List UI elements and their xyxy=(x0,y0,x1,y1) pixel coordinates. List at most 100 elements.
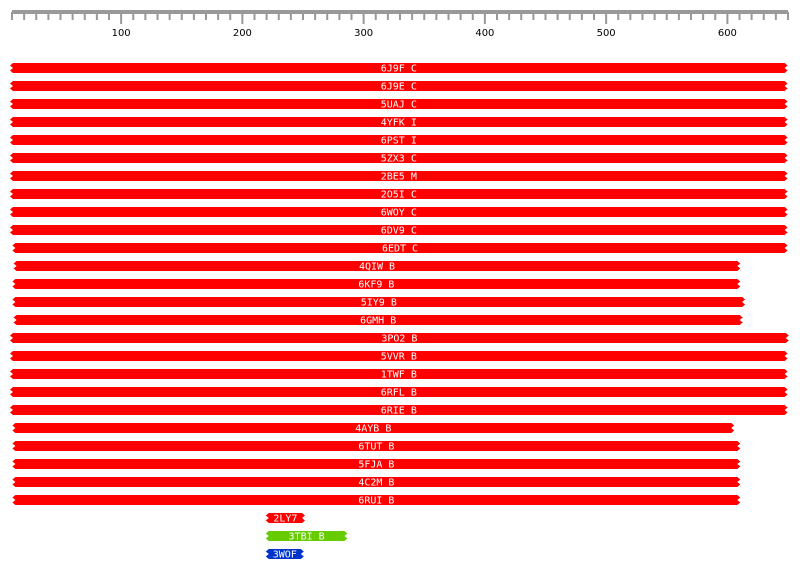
hit-label: 4YFK_I xyxy=(381,118,417,129)
hit-4ayb-b[interactable]: 4AYB_B xyxy=(12,423,735,435)
ruler-tick-label: 300 xyxy=(354,28,373,39)
hit-3po2-b[interactable]: 3PO2_B xyxy=(10,333,789,345)
ruler-minor-tick xyxy=(338,12,341,20)
hit-bar[interactable] xyxy=(265,531,348,541)
hit-5fja-b[interactable]: 5FJA_B xyxy=(12,459,741,471)
hit-bar[interactable] xyxy=(10,351,788,361)
ruler-minor-tick xyxy=(83,12,86,20)
ruler-minor-tick xyxy=(399,12,401,20)
hit-bar[interactable] xyxy=(10,81,788,91)
hit-2o5i-c[interactable]: 2O5I_C xyxy=(10,189,788,201)
hit-6rfl-b[interactable]: 6RFL_B xyxy=(10,387,788,399)
hit-bar[interactable] xyxy=(10,153,788,163)
ruler-minor-tick xyxy=(738,12,741,20)
hit-2ly7[interactable]: 2LY7 xyxy=(265,513,305,525)
hit-label: 4QIW_B xyxy=(359,262,395,273)
hit-bar[interactable] xyxy=(10,171,788,181)
hit-bar[interactable] xyxy=(10,387,788,397)
hit-bar[interactable] xyxy=(13,261,741,271)
hit-bar[interactable] xyxy=(12,423,735,433)
hit-5zx3-c[interactable]: 5ZX3_C xyxy=(10,153,788,165)
hit-bar[interactable] xyxy=(10,189,788,199)
ruler-minor-tick xyxy=(144,12,147,20)
hit-6edt-c[interactable]: 6EDT_C xyxy=(12,243,788,255)
hit-4qiw-b[interactable]: 4QIW_B xyxy=(13,261,741,273)
ruler-minor-tick xyxy=(496,12,498,20)
hit-bar[interactable] xyxy=(12,441,741,451)
hit-6kf9-b[interactable]: 6KF9_B xyxy=(12,279,741,291)
hit-bar[interactable] xyxy=(10,63,788,73)
hit-bar[interactable] xyxy=(10,225,788,235)
hit-bar[interactable] xyxy=(10,99,788,109)
hit-bar[interactable] xyxy=(12,243,788,253)
hit-label: 5IY9_B xyxy=(361,298,397,309)
ruler-minor-tick xyxy=(544,12,547,20)
hit-5vvr-b[interactable]: 5VVR_B xyxy=(10,351,788,363)
ruler-minor-tick xyxy=(108,12,110,20)
ruler-minor-tick xyxy=(714,12,717,20)
ruler-minor-tick xyxy=(629,12,632,20)
hit-bar[interactable] xyxy=(12,459,741,469)
hit-bar[interactable] xyxy=(10,405,788,415)
ruler-minor-tick xyxy=(750,12,753,20)
ruler-minor-tick xyxy=(386,12,389,20)
hit-label: 6EDT_C xyxy=(382,244,418,255)
ruler-minor-tick xyxy=(702,12,705,20)
ruler-minor-tick xyxy=(774,12,777,20)
hit-6rie-b[interactable]: 6RIE_B xyxy=(10,405,788,417)
hit-6gmh-b[interactable]: 6GMH_B xyxy=(13,315,743,327)
ruler-minor-tick xyxy=(229,12,232,20)
hit-bar[interactable] xyxy=(12,279,741,289)
hit-bar[interactable] xyxy=(12,477,741,487)
hit-bar[interactable] xyxy=(10,207,788,217)
ruler-major-tick xyxy=(241,12,244,24)
hit-6tut-b[interactable]: 6TUT_B xyxy=(12,441,741,453)
hit-2be5-m[interactable]: 2BE5_M xyxy=(10,171,788,183)
ruler-minor-tick xyxy=(532,12,535,20)
ruler-minor-tick xyxy=(217,12,220,20)
hit-bar[interactable] xyxy=(10,117,788,127)
ruler-minor-tick xyxy=(459,12,462,20)
hit-bar[interactable] xyxy=(13,315,743,325)
hit-3tbi-b[interactable]: 3TBI_B xyxy=(265,531,348,543)
ruler-major-tick xyxy=(726,12,729,24)
hit-1twf-b[interactable]: 1TWF_B xyxy=(10,369,788,381)
ruler-minor-tick xyxy=(690,12,692,20)
hit-6pst-i[interactable]: 6PST_I xyxy=(10,135,788,147)
hit-label: 2LY7 xyxy=(273,514,297,525)
hit-3wof[interactable]: 3WOF xyxy=(265,549,304,561)
hit-label: 5ZX3_C xyxy=(381,154,417,165)
ruler-minor-tick xyxy=(617,12,620,20)
hit-4c2m-b[interactable]: 4C2M_B xyxy=(12,477,741,489)
ruler-major-tick xyxy=(120,12,123,24)
hit-bar[interactable] xyxy=(10,135,788,145)
hit-label: 5UAJ_C xyxy=(381,100,417,111)
position-ruler: 100 200 300 400 500 600 xyxy=(11,10,789,39)
ruler-minor-tick xyxy=(132,12,135,20)
hit-6j9f-c[interactable]: 6J9F_C xyxy=(10,63,788,75)
hit-bar[interactable] xyxy=(10,333,789,343)
hit-6woy-c[interactable]: 6WOY_C xyxy=(10,207,788,219)
ruler-minor-tick xyxy=(326,12,329,20)
hit-bar[interactable] xyxy=(12,297,746,307)
hit-6dv9-c[interactable]: 6DV9_C xyxy=(10,225,788,237)
hit-6j9e-c[interactable]: 6J9E_C xyxy=(10,81,788,93)
hit-bar[interactable] xyxy=(265,513,305,523)
ruler-tick-label: 500 xyxy=(597,28,616,39)
hit-bar[interactable] xyxy=(12,495,741,505)
ruler-minor-tick xyxy=(665,12,668,20)
hit-bar[interactable] xyxy=(265,549,304,559)
hit-5iy9-b[interactable]: 5IY9_B xyxy=(12,297,746,309)
ruler-minor-tick xyxy=(180,12,183,20)
hit-6rui-b[interactable]: 6RUI_B xyxy=(12,495,741,507)
hit-label: 6WOY_C xyxy=(381,208,417,219)
ruler-minor-tick xyxy=(568,12,571,20)
ruler-minor-tick xyxy=(762,12,765,20)
hit-label: 5VVR_B xyxy=(381,352,417,363)
hit-4yfk-i[interactable]: 4YFK_I xyxy=(10,117,788,129)
hit-bar[interactable] xyxy=(10,369,788,379)
hit-label: 3TBI_B xyxy=(289,532,325,543)
hit-5uaj-c[interactable]: 5UAJ_C xyxy=(10,99,788,111)
ruler-minor-tick xyxy=(787,12,789,20)
ruler-minor-tick xyxy=(95,12,98,20)
